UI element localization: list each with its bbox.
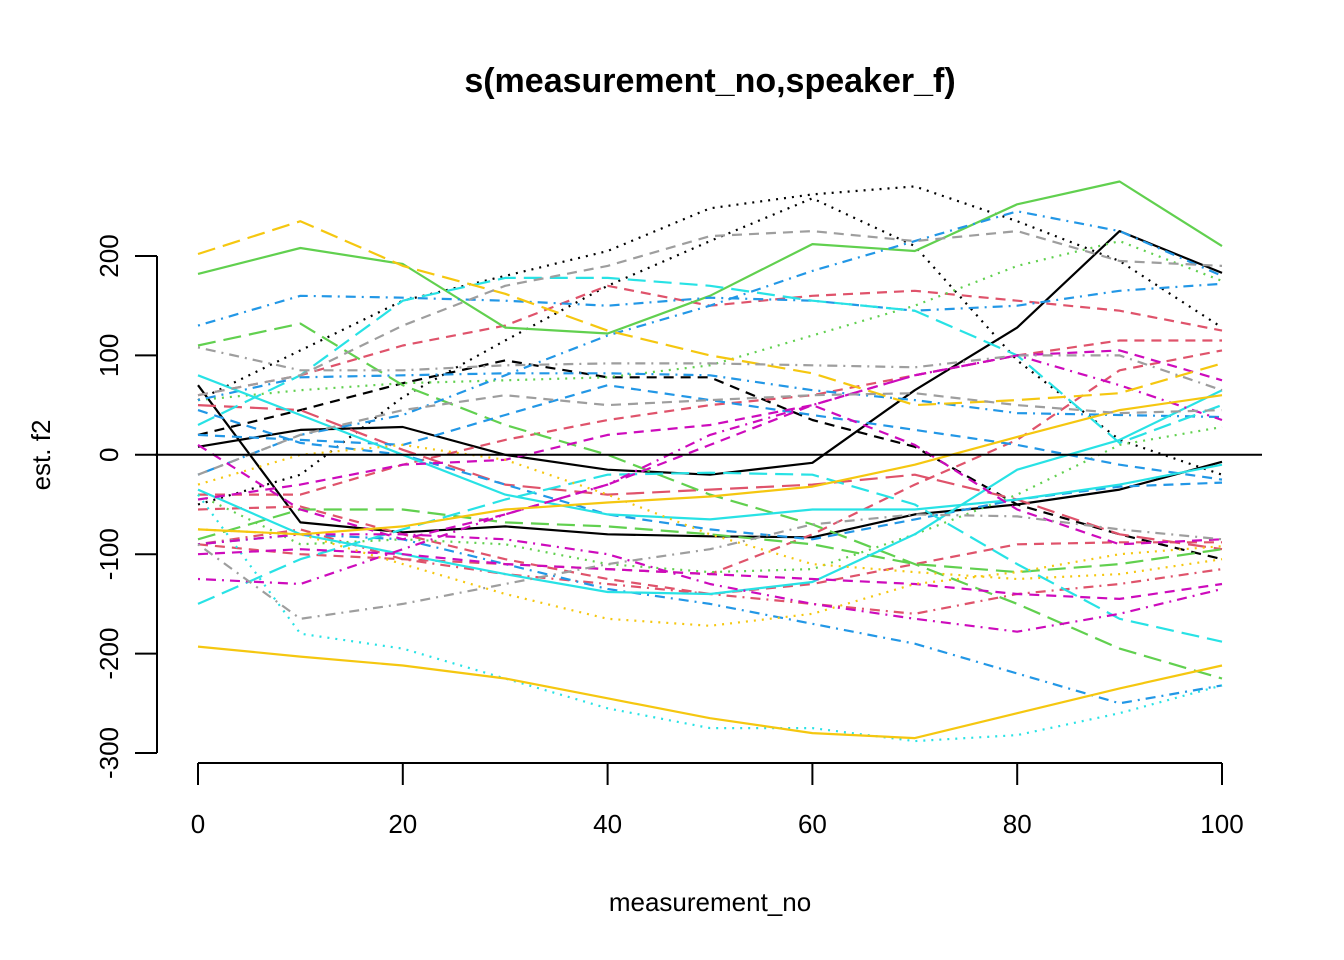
y-tick-label: -200 — [94, 628, 124, 680]
series-line-23 — [197, 374, 1223, 521]
series-line-36 — [197, 443, 1223, 581]
series-line-31 — [197, 533, 1223, 633]
series-line-9 — [197, 349, 1223, 576]
series-line-19 — [197, 210, 1223, 476]
series-line-1 — [197, 384, 1223, 539]
y-tick-label: 0 — [94, 448, 124, 462]
series-line-39 — [197, 346, 1223, 392]
y-tick-label: -300 — [94, 727, 124, 779]
series-line-27 — [197, 493, 1223, 743]
series-line-30 — [197, 354, 1223, 586]
y-axis: -300 -200 -100 0 100 200 — [94, 234, 158, 779]
series-line-16 — [197, 240, 1223, 402]
series-line-6 — [197, 284, 1223, 397]
series-line-18 — [197, 533, 1223, 705]
series-line-32 — [197, 548, 1223, 601]
series-line-14 — [197, 508, 1223, 574]
series-line-24 — [197, 389, 1223, 596]
series-line-17 — [197, 282, 1223, 327]
series-line-25 — [197, 276, 1223, 444]
series-line-11 — [197, 404, 1223, 551]
y-tick-label: 100 — [94, 334, 124, 377]
x-axis-label: measurement_no — [609, 887, 811, 917]
series-line-22 — [197, 384, 1223, 481]
series-line-34 — [197, 394, 1223, 536]
series-line-7 — [198, 339, 1222, 496]
series-line-26 — [197, 471, 1223, 643]
x-tick-label: 80 — [1003, 809, 1032, 839]
chart-title: s(measurement_no,speaker_f) — [464, 62, 955, 100]
x-tick-label: 40 — [593, 809, 622, 839]
series-line-13 — [197, 322, 1223, 680]
series-line-38 — [197, 513, 1223, 620]
x-axis: 0 20 40 60 80 100 — [191, 762, 1244, 839]
series-line-20 — [197, 372, 1223, 419]
y-tick-label: 200 — [94, 234, 124, 277]
series-line-10 — [197, 528, 1223, 615]
series-line-3 — [197, 359, 1223, 561]
x-tick-label: 0 — [191, 809, 205, 839]
series-line-35 — [197, 220, 1223, 407]
plot-area — [155, 180, 1262, 743]
x-tick-label: 20 — [388, 809, 417, 839]
series-line-33 — [197, 645, 1223, 740]
series-line-2 — [197, 230, 1223, 476]
y-tick-label: -100 — [94, 528, 124, 580]
y-axis-label: est. f2 — [26, 420, 56, 491]
x-tick-label: 60 — [798, 809, 827, 839]
series-line-4 — [197, 197, 1223, 506]
series-line-28 — [197, 349, 1223, 501]
x-tick-label: 100 — [1200, 809, 1243, 839]
series-line-8 — [197, 505, 1222, 596]
series-line-12 — [197, 180, 1223, 335]
series-line-5 — [197, 185, 1223, 402]
